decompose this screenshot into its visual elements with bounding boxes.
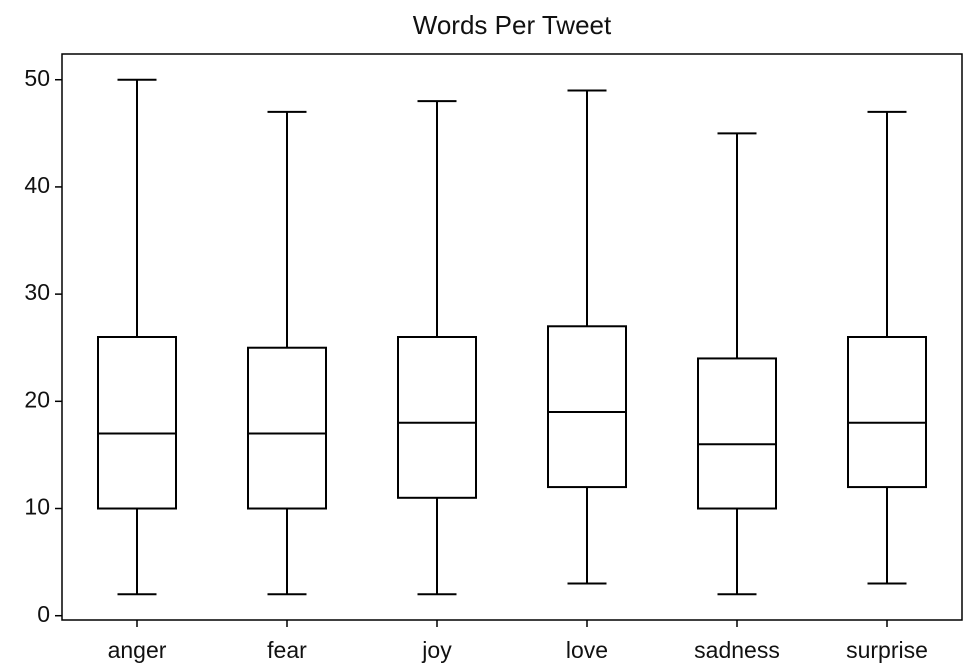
x-tick-label: anger <box>108 637 167 663</box>
box <box>397 336 477 499</box>
x-tick-label: surprise <box>846 637 928 663</box>
y-tick-label: 50 <box>24 65 50 91</box>
y-tick-label: 20 <box>24 386 50 412</box>
box <box>547 325 627 489</box>
y-tick-label: 30 <box>24 279 50 305</box>
plot-frame <box>61 53 963 621</box>
x-tick-label: sadness <box>694 637 780 663</box>
y-tick-label: 40 <box>24 172 50 198</box>
y-tick-label: 0 <box>37 601 50 627</box>
box <box>97 336 177 510</box>
chart-title: Words Per Tweet <box>413 10 612 40</box>
box <box>697 357 777 510</box>
y-tick-label: 10 <box>24 494 50 520</box>
box <box>847 336 927 489</box>
x-tick-label: love <box>566 637 608 663</box>
x-tick-label: fear <box>267 637 307 663</box>
box <box>247 346 327 510</box>
x-tick-label: joy <box>421 637 452 663</box>
